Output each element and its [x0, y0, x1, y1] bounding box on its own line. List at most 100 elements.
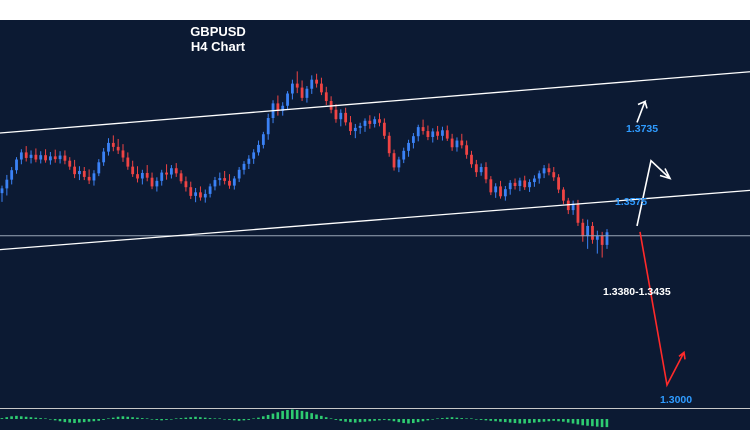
oscillator-bar	[571, 419, 575, 424]
oscillator-bar	[87, 419, 91, 422]
candle-body	[223, 178, 227, 181]
candle-body	[324, 92, 328, 102]
oscillator-bar	[165, 419, 168, 420]
candle-body	[179, 173, 183, 182]
oscillator-bar	[218, 418, 221, 419]
oscillator-bar	[19, 416, 23, 419]
candle-body	[78, 170, 81, 175]
oscillator-bar	[523, 419, 526, 424]
candle-body	[247, 158, 251, 164]
oscillator-bar	[412, 419, 415, 424]
oscillator-bar	[363, 419, 367, 422]
candle-body	[421, 127, 425, 132]
candle-body	[445, 130, 449, 139]
oscillator-bar	[281, 410, 284, 419]
candle-body	[136, 174, 139, 179]
oscillator-bar	[315, 414, 318, 419]
oscillator-bar	[189, 417, 192, 419]
oscillator-bar	[358, 419, 362, 423]
oscillator-bar	[174, 418, 178, 419]
oscillator-bar	[199, 417, 202, 419]
candle-body	[0, 188, 4, 194]
candle-body	[518, 180, 522, 187]
oscillator-bar	[145, 418, 149, 419]
candle-body	[19, 152, 23, 160]
candle-body	[503, 189, 507, 197]
oscillator-bar	[305, 411, 309, 419]
oscillator-bar	[479, 419, 483, 420]
candle-body	[5, 179, 9, 189]
candle-body	[145, 172, 149, 178]
candle-body	[528, 182, 531, 188]
candle-body	[382, 122, 386, 136]
candle-body	[276, 103, 280, 111]
candle-body	[557, 177, 560, 190]
candle-body	[295, 83, 299, 88]
target-label-1-3575: 1.3575	[615, 196, 647, 208]
candle-body	[349, 122, 352, 132]
oscillator-bar	[73, 419, 76, 424]
candle-body	[315, 79, 318, 84]
oscillator-bar	[339, 419, 342, 421]
target-label-1-3735: 1.3735	[626, 123, 658, 135]
oscillator-bar	[44, 418, 47, 419]
oscillator-bar	[441, 418, 444, 419]
candle-body	[344, 112, 348, 123]
zone-label-1-3380-1-3435: 1.3380-1.3435	[603, 286, 671, 298]
candle-body	[126, 157, 130, 167]
oscillator-bar	[310, 413, 313, 419]
candle-body	[228, 180, 231, 186]
oscillator-bar	[349, 419, 352, 423]
oscillator-bar	[295, 410, 299, 419]
oscillator-bar	[533, 419, 536, 423]
candle-body	[416, 127, 420, 137]
candle-body	[494, 186, 498, 193]
oscillator-histogram	[0, 409, 609, 428]
candle-body	[34, 154, 38, 160]
oscillator-bar	[300, 410, 304, 419]
candle-body	[252, 152, 256, 159]
oscillator-bar	[566, 419, 570, 423]
oscillator-bar	[416, 419, 420, 423]
oscillator-bar	[136, 417, 139, 419]
oscillator-bar	[92, 419, 96, 422]
candle-body	[562, 189, 565, 201]
oscillator-bar	[208, 418, 212, 419]
bullish-target-arrow	[636, 99, 648, 123]
oscillator-bar	[474, 419, 478, 420]
oscillator-bar	[237, 419, 241, 421]
candle-body	[441, 130, 444, 136]
oscillator-bar	[489, 419, 493, 421]
candle-body	[116, 146, 120, 151]
chart-background	[0, 20, 750, 430]
oscillator-bar	[353, 419, 357, 423]
oscillator-bar	[63, 419, 67, 423]
candle-body	[397, 159, 401, 168]
oscillator-bar	[107, 418, 110, 419]
oscillator-bar	[160, 419, 163, 421]
oscillator-bar	[184, 417, 188, 419]
candle-body	[73, 166, 76, 175]
candle-body	[595, 235, 599, 240]
candle-body	[10, 170, 14, 180]
candle-body	[102, 151, 106, 163]
oscillator-bar	[397, 419, 401, 423]
candle-body	[281, 105, 285, 111]
candle-body	[455, 140, 459, 148]
candle-body	[470, 154, 473, 165]
candle-body	[320, 83, 323, 93]
chart-subtitle: H4 Chart	[191, 39, 246, 54]
oscillator-bar	[179, 418, 183, 419]
candle-body	[121, 150, 125, 158]
candle-body	[537, 173, 541, 179]
candle-body	[426, 131, 430, 137]
oscillator-bar	[557, 419, 560, 422]
bearish-scenario-arrow	[639, 231, 686, 388]
candle-body	[484, 167, 488, 180]
oscillator-bar	[421, 419, 425, 422]
oscillator-bar	[499, 419, 502, 422]
candle-body	[291, 83, 294, 94]
candle-body	[63, 155, 67, 161]
candle-body	[44, 155, 47, 161]
candle-body	[68, 160, 72, 167]
